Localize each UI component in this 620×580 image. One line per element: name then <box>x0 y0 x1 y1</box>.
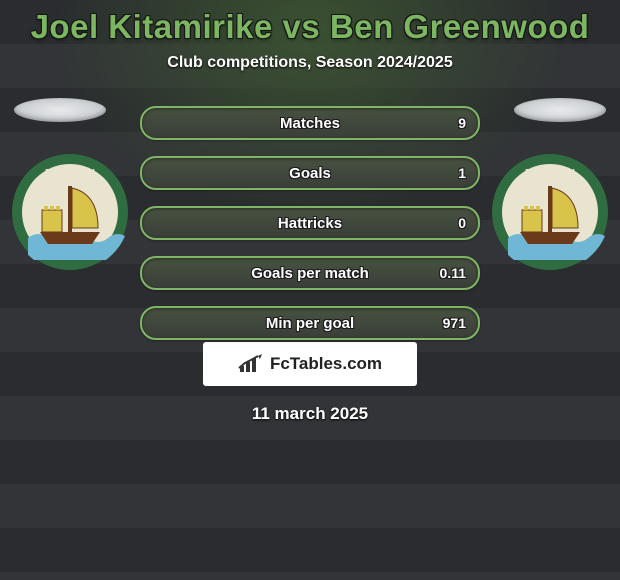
stat-value-right: 0.11 <box>440 265 466 281</box>
stats-panel: Matches 9 Goals 1 Hattricks 0 Goals per … <box>140 90 480 356</box>
stat-row: Goals per match 0.11 <box>140 256 480 290</box>
stat-label: Hattricks <box>142 215 478 232</box>
stat-row: Goals 1 <box>140 156 480 190</box>
brand-name: FcTables.com <box>270 354 382 374</box>
subtitle: Club competitions, Season 2024/2025 <box>0 54 620 72</box>
stat-value-right: 971 <box>443 315 466 331</box>
club-badge-left: EYMOUTH <box>10 152 130 272</box>
date-text: 11 march 2025 <box>0 404 620 424</box>
stat-value-right: 0 <box>458 215 466 231</box>
stat-label: Matches <box>142 115 478 132</box>
club-badge-right: EYMOUTH <box>490 152 610 272</box>
badge-top-text: EYMOUTH <box>45 168 95 179</box>
bar-chart-icon <box>238 354 264 374</box>
page-title: Joel Kitamirike vs Ben Greenwood <box>0 0 620 46</box>
stat-label: Goals per match <box>142 265 478 282</box>
stat-row: Hattricks 0 <box>140 206 480 240</box>
stat-value-right: 9 <box>458 115 466 131</box>
comparison-arena: EYMOUTH EYMOUTH Matches 9 <box>0 98 620 328</box>
player-shadow-right <box>514 98 606 122</box>
stat-row: Matches 9 <box>140 106 480 140</box>
stat-label: Min per goal <box>142 315 478 332</box>
stat-row: Min per goal 971 <box>140 306 480 340</box>
badge-top-text: EYMOUTH <box>525 168 575 179</box>
stat-value-right: 1 <box>458 165 466 181</box>
player-shadow-left <box>14 98 106 122</box>
stat-label: Goals <box>142 165 478 182</box>
